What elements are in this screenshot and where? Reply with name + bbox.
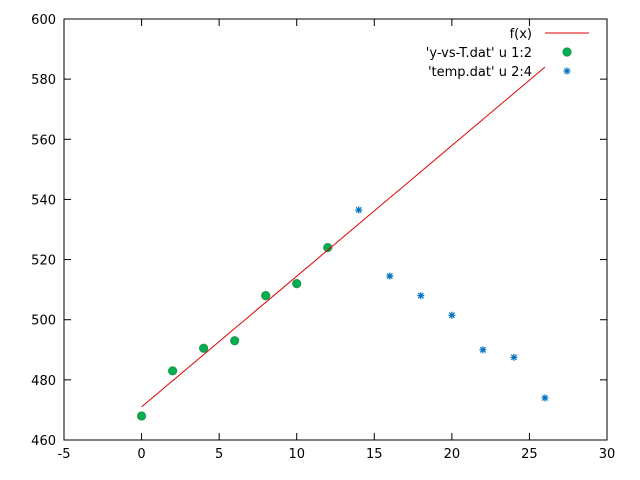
- legend-label: 'temp.dat' u 2:4: [428, 65, 532, 80]
- y-tick-label: 580: [31, 73, 56, 88]
- temp-point: [355, 206, 363, 214]
- plot-frame: [63, 18, 608, 441]
- y-tick-label: 480: [31, 374, 56, 389]
- fx-line: [141, 66, 546, 408]
- temp-point: [448, 311, 456, 319]
- y-tick-label: 540: [31, 193, 56, 208]
- y-vs-t-point: [261, 291, 271, 301]
- temp-point: [386, 272, 394, 280]
- temp-point: [541, 394, 549, 402]
- legend-sample-star: [563, 67, 571, 75]
- x-tick-label: -5: [58, 447, 71, 462]
- temp-point: [510, 353, 518, 361]
- y-vs-t-point: [292, 279, 302, 289]
- x-tick-label: 20: [444, 447, 461, 462]
- y-vs-t-point: [136, 411, 147, 421]
- temp-point: [479, 346, 487, 354]
- y-vs-t-point: [230, 336, 240, 346]
- x-tick-label: 25: [521, 447, 538, 462]
- x-tick-label: 15: [366, 447, 383, 462]
- legend: f(x) 'y-vs-T.dat' u 1:2 'temp.dat' u 2:4: [426, 27, 589, 80]
- x-tick-label: 30: [599, 447, 616, 462]
- series-layer: [136, 66, 549, 421]
- y-tick-label: 460: [31, 434, 56, 449]
- y-tick-label: 520: [31, 254, 56, 269]
- x-tick-label: 10: [288, 447, 305, 462]
- y-vs-t-point: [323, 242, 333, 253]
- y-vs-t-point: [168, 366, 178, 376]
- axis-ticks: -5 0 5 10 15 20 25 30 460 480 500 520 540 560 580 600: [31, 13, 615, 462]
- y-tick-label: 500: [31, 314, 56, 329]
- x-tick-label: 0: [137, 447, 145, 462]
- y-tick-label: 560: [31, 133, 56, 148]
- y-vs-t-point: [199, 343, 209, 353]
- legend-sample-circle: [562, 47, 572, 57]
- y-tick-label: 600: [31, 13, 56, 28]
- legend-label: f(x): [510, 27, 532, 42]
- temp-point: [417, 292, 425, 300]
- legend-label: 'y-vs-T.dat' u 1:2: [426, 46, 532, 61]
- x-tick-label: 5: [215, 447, 223, 462]
